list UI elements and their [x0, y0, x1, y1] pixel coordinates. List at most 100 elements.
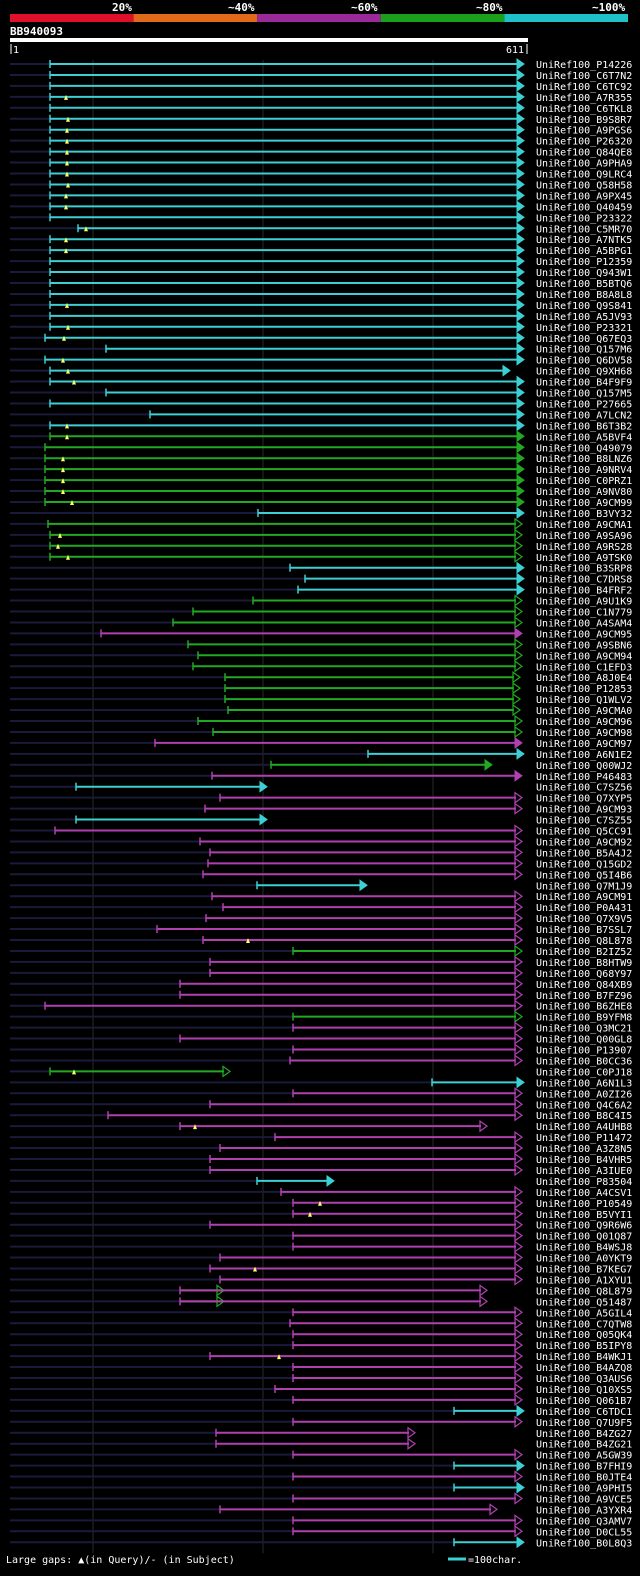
hit-row[interactable]: UniRef100_C7SZ56 — [10, 780, 632, 794]
hit-label[interactable]: UniRef100_B0L8Q3 — [536, 1538, 632, 1549]
hit-row[interactable]: UniRef100_P26320 — [10, 134, 632, 148]
hit-label[interactable]: UniRef100_Q7U9F5 — [536, 1418, 632, 1429]
hit-row[interactable]: UniRef100_A9CM97 — [10, 736, 632, 750]
hit-label[interactable]: UniRef100_B4ZG21 — [536, 1440, 632, 1451]
hit-row[interactable]: UniRef100_A5GIL4 — [10, 1306, 632, 1319]
hit-label[interactable]: UniRef100_B7SSL7 — [536, 925, 632, 936]
hit-row[interactable]: UniRef100_A9CM91 — [10, 890, 632, 903]
hit-label[interactable]: UniRef100_Q8L879 — [536, 1286, 632, 1297]
hit-row[interactable]: UniRef100_B5A4J2 — [10, 846, 632, 859]
hit-label[interactable]: UniRef100_Q3MC21 — [536, 1024, 632, 1035]
hit-row[interactable]: UniRef100_Q84QE8 — [10, 145, 632, 159]
hit-label[interactable]: UniRef100_A7R355 — [536, 93, 632, 104]
hit-row[interactable]: UniRef100_A9CM98 — [10, 725, 632, 739]
hit-row[interactable]: UniRef100_A0ZI26 — [10, 1087, 632, 1100]
hit-row[interactable]: UniRef100_P0A431 — [10, 900, 632, 914]
hit-row[interactable]: UniRef100_C7QTW8 — [10, 1317, 632, 1330]
hit-label[interactable]: UniRef100_A9VCE5 — [536, 1494, 632, 1505]
hit-row[interactable]: UniRef100_Q4C6A2 — [10, 1098, 632, 1111]
hit-row[interactable]: UniRef100_B5BTQ6 — [10, 277, 632, 290]
hit-label[interactable]: UniRef100_C7DRS8 — [536, 575, 632, 586]
hit-label[interactable]: UniRef100_P83504 — [536, 1177, 632, 1188]
hit-row[interactable]: UniRef100_A9VCE5 — [10, 1492, 632, 1505]
hit-row[interactable]: UniRef100_A4UHB8 — [10, 1119, 632, 1133]
hit-label[interactable]: UniRef100_B8HTW9 — [536, 958, 632, 969]
hit-label[interactable]: UniRef100_A7NTK5 — [536, 235, 632, 246]
hit-label[interactable]: UniRef100_Q15GD2 — [536, 859, 632, 870]
hit-label[interactable]: UniRef100_A9CM99 — [536, 498, 632, 509]
hit-label[interactable]: UniRef100_Q68Y97 — [536, 969, 632, 980]
hit-label[interactable]: UniRef100_Q84QE8 — [536, 148, 632, 159]
hit-row[interactable]: UniRef100_B4F9F9 — [10, 375, 632, 389]
hit-label[interactable]: UniRef100_P23322 — [536, 213, 632, 224]
hit-row[interactable]: UniRef100_B9YFM8 — [10, 1010, 632, 1024]
hit-label[interactable]: UniRef100_B4VHR5 — [536, 1155, 632, 1166]
hit-row[interactable]: UniRef100_A6N1E2 — [10, 747, 632, 761]
hit-label[interactable]: UniRef100_C7QTW8 — [536, 1319, 632, 1330]
hit-label[interactable]: UniRef100_B6ZHE8 — [536, 1002, 632, 1013]
hit-label[interactable]: UniRef100_C6TC92 — [536, 82, 632, 93]
hit-row[interactable]: UniRef100_Q9XH68 — [10, 364, 632, 378]
hit-row[interactable]: UniRef100_B7KEG7 — [10, 1262, 632, 1276]
hit-label[interactable]: UniRef100_A5GW39 — [536, 1451, 632, 1462]
hit-row[interactable]: UniRef100_Q157M6 — [10, 342, 632, 356]
hit-label[interactable]: UniRef100_A9CM97 — [536, 739, 632, 750]
hit-row[interactable]: UniRef100_Q6DV58 — [10, 353, 632, 367]
hit-label[interactable]: UniRef100_Q84XB9 — [536, 980, 632, 991]
hit-label[interactable]: UniRef100_C1EFD3 — [536, 662, 632, 673]
hit-label[interactable]: UniRef100_B3SRP8 — [536, 564, 632, 575]
hit-label[interactable]: UniRef100_A9PX45 — [536, 191, 632, 202]
hit-label[interactable]: UniRef100_Q40459 — [536, 202, 632, 213]
hit-row[interactable]: UniRef100_B5VYI1 — [10, 1207, 632, 1221]
hit-label[interactable]: UniRef100_A4SAM4 — [536, 618, 632, 629]
hit-row[interactable]: UniRef100_A9PGS6 — [10, 123, 632, 137]
hit-label[interactable]: UniRef100_Q3AUS6 — [536, 1374, 632, 1385]
hit-label[interactable]: UniRef100_Q061B7 — [536, 1396, 632, 1407]
hit-row[interactable]: UniRef100_P10549 — [10, 1196, 632, 1210]
hit-row[interactable]: UniRef100_P27665 — [10, 397, 632, 410]
hit-label[interactable]: UniRef100_Q9XH68 — [536, 367, 632, 378]
hit-row[interactable]: UniRef100_A3IUE0 — [10, 1163, 632, 1177]
hit-label[interactable]: UniRef100_Q9LRC4 — [536, 170, 632, 181]
hit-label[interactable]: UniRef100_Q1WLV2 — [536, 695, 632, 706]
hit-row[interactable]: UniRef100_A0YKT9 — [10, 1251, 632, 1265]
hit-row[interactable]: UniRef100_A9CM95 — [10, 627, 632, 640]
hit-row[interactable]: UniRef100_B7FZ96 — [10, 988, 632, 1002]
hit-label[interactable]: UniRef100_A9CM96 — [536, 717, 632, 728]
hit-row[interactable]: UniRef100_Q68Y97 — [10, 966, 632, 980]
hit-row[interactable]: UniRef100_Q9R6W6 — [10, 1218, 632, 1232]
hit-row[interactable]: UniRef100_B4AZQ8 — [10, 1360, 632, 1374]
hit-row[interactable]: UniRef100_A5BPG1 — [10, 244, 632, 257]
hit-row[interactable]: UniRef100_Q7U9F5 — [10, 1415, 632, 1429]
hit-row[interactable]: UniRef100_A9PHA9 — [10, 156, 632, 170]
hit-label[interactable]: UniRef100_Q7X9V5 — [536, 914, 632, 925]
hit-label[interactable]: UniRef100_A9PGS6 — [536, 126, 632, 137]
hit-row[interactable]: UniRef100_B8LNZ6 — [10, 452, 632, 465]
hit-row[interactable]: UniRef100_B4ZG27 — [10, 1426, 632, 1440]
hit-row[interactable]: UniRef100_Q7X9V5 — [10, 911, 632, 925]
hit-label[interactable]: UniRef100_A1XYU1 — [536, 1275, 632, 1286]
hit-label[interactable]: UniRef100_P23321 — [536, 323, 632, 334]
hit-row[interactable]: UniRef100_B0JTE4 — [10, 1470, 632, 1484]
hit-label[interactable]: UniRef100_Q51487 — [536, 1297, 632, 1308]
hit-row[interactable]: UniRef100_P12853 — [10, 681, 632, 695]
hit-row[interactable]: UniRef100_C0PRZ1 — [10, 474, 632, 487]
hit-label[interactable]: UniRef100_B4WKJ1 — [536, 1352, 632, 1363]
hit-label[interactable]: UniRef100_B7FHI9 — [536, 1462, 632, 1473]
hit-label[interactable]: UniRef100_A9CM92 — [536, 837, 632, 848]
hit-label[interactable]: UniRef100_P14226 — [536, 60, 632, 71]
hit-row[interactable]: UniRef100_A8J0E4 — [10, 671, 632, 684]
hit-row[interactable]: UniRef100_B4WKJ1 — [10, 1349, 632, 1363]
hit-label[interactable]: UniRef100_A9NV80 — [536, 487, 632, 498]
hit-label[interactable]: UniRef100_A9RS28 — [536, 542, 632, 553]
hit-row[interactable]: UniRef100_A9U1K9 — [10, 594, 632, 608]
hit-label[interactable]: UniRef100_D0CL55 — [536, 1527, 632, 1538]
hit-row[interactable]: UniRef100_Q51487 — [10, 1295, 632, 1308]
hit-label[interactable]: UniRef100_P27665 — [536, 399, 632, 410]
hit-row[interactable]: UniRef100_P46483 — [10, 769, 632, 783]
hit-row[interactable]: UniRef100_Q00GL8 — [10, 1032, 632, 1046]
hit-row[interactable]: UniRef100_C6TC92 — [10, 79, 632, 93]
hit-label[interactable]: UniRef100_Q6DV58 — [536, 356, 632, 367]
hit-row[interactable]: UniRef100_C1EFD3 — [10, 660, 632, 673]
hit-row[interactable]: UniRef100_A5BVF4 — [10, 430, 632, 443]
